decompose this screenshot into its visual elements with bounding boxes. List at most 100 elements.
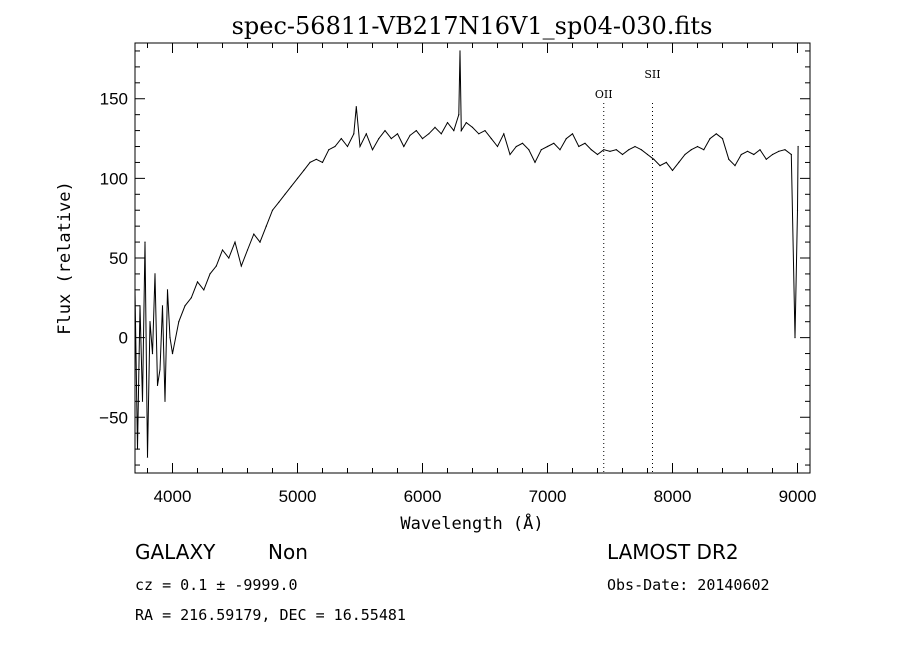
spectrum-point [484,130,486,132]
spectrum-point [521,142,524,144]
y-axis-label: Flux (relative) [55,181,75,335]
x-tick-label: 7000 [529,487,567,506]
spectrum-point [634,145,636,148]
y-tick-label: −50 [99,408,128,427]
spectrum-point [684,153,686,156]
spectrum-point [228,257,230,259]
spectrum-point [659,165,661,167]
spectrum-point [715,133,717,135]
spectrum-point [234,241,236,243]
spectrum-point [721,138,724,140]
redshift-text: cz = 0.1 ± -9999.0 [135,576,298,594]
spectrum-point [696,145,699,148]
object-class: GALAXY [135,540,216,564]
spectrum-point [734,165,736,167]
spectrum-point [265,225,267,227]
spectrum-point [184,305,186,307]
spectrum-point [553,142,555,144]
spectrum-point [496,145,499,148]
x-tick-label: 9000 [779,487,817,506]
spectrum-point [278,201,280,203]
spectrum-point [609,150,611,152]
spectrum-point [446,122,449,124]
spectrum-point [740,153,742,156]
emission-line-label: SII [644,68,660,81]
spectrum-point [590,149,592,151]
spectrum-point [503,133,505,135]
x-tick-label: 8000 [654,487,692,506]
y-tick-label: 100 [100,169,128,188]
spectrum-point [428,133,430,135]
spectrum-series [134,50,799,458]
spectrum-point [703,149,705,151]
spectrum-point [144,241,146,243]
spectrum-point [328,149,330,151]
spectrum-point [458,114,460,116]
spectrum-point [596,153,599,156]
spectrum-point [221,249,224,251]
spectrum-point [646,153,649,156]
spectrum-point [141,400,144,402]
y-tick-label: 0 [119,329,128,348]
spectrum-point [459,50,461,52]
survey-name: LAMOST DR2 [607,540,739,564]
spectrum-point [271,209,274,211]
spectrum-point [355,106,357,108]
spectrum-point [571,133,574,135]
spectrum-point [240,265,242,267]
coordinates-text: RA = 216.59179, DEC = 16.55481 [135,606,406,624]
spectrum-point [390,138,392,140]
spectrum-point [794,337,796,339]
spectrum-point [771,153,774,156]
spectrum-point [315,158,317,160]
spectrum-point [171,353,174,355]
spectrum-point [753,153,755,156]
spectrum-point [246,249,249,251]
spectrum-point [584,142,586,144]
spectrum-point [365,133,367,135]
spectrum-point [190,297,192,299]
spectrum-point [628,149,630,151]
spectrum-point [371,149,374,151]
spectrum-point [409,134,411,136]
spectrum-point [797,145,799,148]
spectrum-point [203,289,205,291]
spectrum-point [161,305,164,307]
spectrum-point [164,400,166,402]
spectrum-point [403,145,405,148]
spectrum-point [196,281,199,283]
spectrum-point [460,130,462,132]
spectrum-point [440,133,442,135]
spectrum-point [784,149,786,151]
spectrum-point [134,289,136,291]
spectrum-point [690,149,692,151]
chart-title: spec-56811-VB217N16V1_sp04-030.fits [232,12,713,40]
spectrum-point [728,158,730,160]
object-subclass: Non [268,540,308,564]
spectrum-point [296,177,299,179]
plot-frame [134,42,811,474]
y-tick-label: 50 [109,249,128,268]
x-tick-label: 5000 [279,487,317,506]
spectrum-point [471,126,474,128]
spectrum-point [209,273,211,275]
spectrum-point [290,185,292,187]
spectrum-point [559,149,561,151]
x-tick-label: 4000 [154,487,192,506]
spectrum-point [678,161,680,163]
spectrum-point [528,149,530,151]
spectrum-point [334,145,336,148]
spectrum-point [546,145,549,148]
spectrum-point [640,149,642,151]
spectrum-point [384,130,386,132]
spectrum-point [615,149,617,151]
spectrum-point [154,273,156,275]
spectrum-point [136,448,139,450]
spectrum-point [478,133,480,135]
spectrum-point [159,368,161,371]
spectrum-point [149,321,151,323]
spectrum-point [515,145,517,148]
spectrum-point [465,122,467,124]
spectrum-point [790,153,792,156]
